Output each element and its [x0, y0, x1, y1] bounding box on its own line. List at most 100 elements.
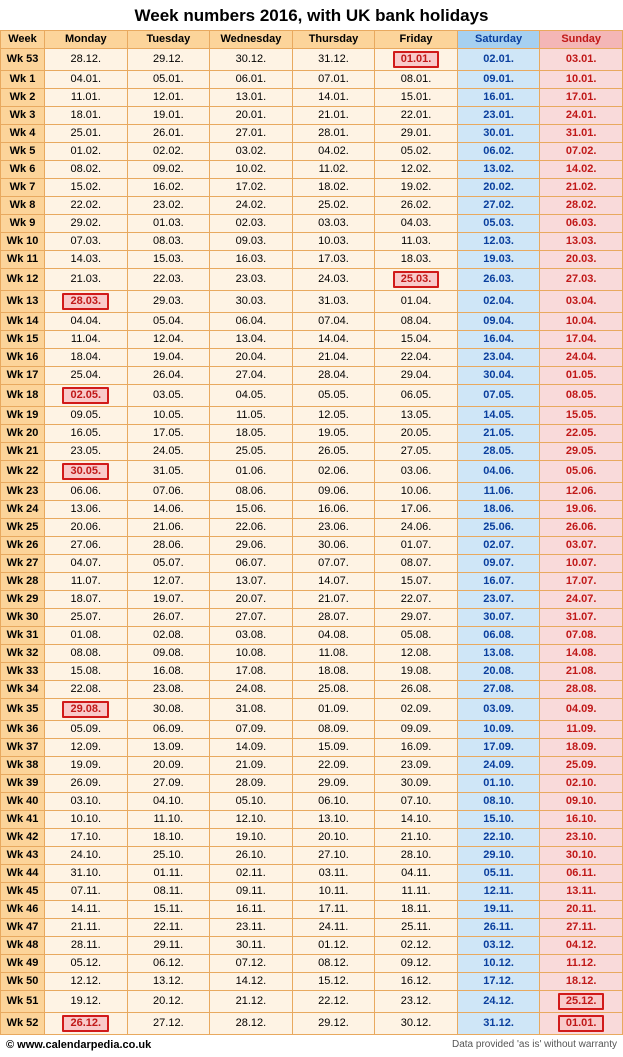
week-number-cell: Wk 42 [1, 829, 45, 847]
weekday-cell: 25.05. [210, 443, 293, 461]
weekday-cell: 28.06. [127, 537, 210, 555]
saturday-cell: 03.12. [457, 937, 540, 955]
weekday-cell: 24.06. [375, 519, 458, 537]
week-number-cell: Wk 26 [1, 537, 45, 555]
weekday-cell: 24.10. [45, 847, 128, 865]
saturday-cell: 11.06. [457, 483, 540, 501]
weekday-cell: 22.02. [45, 197, 128, 215]
holiday-badge: 30.05. [62, 463, 109, 480]
weekday-cell: 11.11. [375, 883, 458, 901]
weekday-cell: 14.06. [127, 501, 210, 519]
sunday-cell: 24.04. [540, 349, 623, 367]
weekday-cell: 15.04. [375, 331, 458, 349]
weekday-cell: 11.02. [292, 161, 375, 179]
week-number-cell: Wk 32 [1, 645, 45, 663]
weekday-cell: 20.12. [127, 991, 210, 1013]
weekday-cell: 15.08. [45, 663, 128, 681]
saturday-cell: 13.02. [457, 161, 540, 179]
sunday-cell: 17.04. [540, 331, 623, 349]
table-row: Wk 318.01.19.01.20.01.21.01.22.01.23.01.… [1, 107, 623, 125]
table-row: Wk 211.01.12.01.13.01.14.01.15.01.16.01.… [1, 89, 623, 107]
weekday-cell: 18.02. [292, 179, 375, 197]
holiday-badge: 28.03. [62, 293, 109, 310]
saturday-cell: 25.06. [457, 519, 540, 537]
weekday-cell: 10.11. [292, 883, 375, 901]
saturday-cell: 14.05. [457, 407, 540, 425]
weekday-cell: 02.12. [375, 937, 458, 955]
table-row: Wk 4721.11.22.11.23.11.24.11.25.11.26.11… [1, 919, 623, 937]
weekday-cell: 05.04. [127, 313, 210, 331]
week-number-cell: Wk 38 [1, 757, 45, 775]
table-row: Wk 4507.11.08.11.09.11.10.11.11.11.12.11… [1, 883, 623, 901]
weekday-cell: 18.08. [292, 663, 375, 681]
weekday-cell: 24.03. [292, 269, 375, 291]
weekday-cell: 01.08. [45, 627, 128, 645]
weekday-cell: 21.04. [292, 349, 375, 367]
weekday-cell: 06.04. [210, 313, 293, 331]
week-number-cell: Wk 16 [1, 349, 45, 367]
week-number-cell: Wk 8 [1, 197, 45, 215]
week-number-cell: Wk 48 [1, 937, 45, 955]
week-number-cell: Wk 13 [1, 291, 45, 313]
week-number-cell: Wk 9 [1, 215, 45, 233]
table-row: Wk 2918.07.19.07.20.07.21.07.22.07.23.07… [1, 591, 623, 609]
weekday-cell: 26.05. [292, 443, 375, 461]
sunday-cell: 18.09. [540, 739, 623, 757]
sunday-cell: 29.05. [540, 443, 623, 461]
weekday-cell: 30.05. [45, 461, 128, 483]
weekday-cell: 21.12. [210, 991, 293, 1013]
weekday-cell: 07.10. [375, 793, 458, 811]
weekday-cell: 20.07. [210, 591, 293, 609]
weekday-cell: 05.05. [292, 385, 375, 407]
saturday-cell: 06.02. [457, 143, 540, 161]
saturday-cell: 29.10. [457, 847, 540, 865]
weekday-cell: 18.01. [45, 107, 128, 125]
weekday-cell: 19.07. [127, 591, 210, 609]
week-number-cell: Wk 25 [1, 519, 45, 537]
weekday-cell: 14.04. [292, 331, 375, 349]
week-number-cell: Wk 17 [1, 367, 45, 385]
weekday-cell: 01.09. [292, 699, 375, 721]
weekday-cell: 25.03. [375, 269, 458, 291]
saturday-cell: 28.05. [457, 443, 540, 461]
weekday-cell: 31.03. [292, 291, 375, 313]
sunday-cell: 04.12. [540, 937, 623, 955]
week-number-cell: Wk 28 [1, 573, 45, 591]
sunday-cell: 10.04. [540, 313, 623, 331]
weekday-cell: 03.10. [45, 793, 128, 811]
table-row: Wk 2230.05.31.05.01.06.02.06.03.06.04.06… [1, 461, 623, 483]
weekday-cell: 12.02. [375, 161, 458, 179]
saturday-cell: 30.04. [457, 367, 540, 385]
table-row: Wk 1725.04.26.04.27.04.28.04.29.04.30.04… [1, 367, 623, 385]
weekday-cell: 05.01. [127, 71, 210, 89]
saturday-cell: 23.01. [457, 107, 540, 125]
holiday-badge: 29.08. [62, 701, 109, 718]
weekday-cell: 15.07. [375, 573, 458, 591]
saturday-cell: 16.07. [457, 573, 540, 591]
sunday-cell: 25.09. [540, 757, 623, 775]
sunday-cell: 15.05. [540, 407, 623, 425]
sunday-cell: 04.09. [540, 699, 623, 721]
weekday-cell: 14.09. [210, 739, 293, 757]
weekday-cell: 19.12. [45, 991, 128, 1013]
weekday-cell: 07.06. [127, 483, 210, 501]
holiday-badge: 01.01. [393, 51, 440, 68]
weekday-cell: 05.10. [210, 793, 293, 811]
table-row: Wk 3819.09.20.09.21.09.22.09.23.09.24.09… [1, 757, 623, 775]
weekday-cell: 22.09. [292, 757, 375, 775]
weekday-cell: 08.02. [45, 161, 128, 179]
saturday-cell: 27.08. [457, 681, 540, 699]
weekday-cell: 29.01. [375, 125, 458, 143]
weekday-cell: 19.09. [45, 757, 128, 775]
saturday-cell: 17.12. [457, 973, 540, 991]
table-row: Wk 2520.06.21.06.22.06.23.06.24.06.25.06… [1, 519, 623, 537]
table-row: Wk 3208.08.09.08.10.08.11.08.12.08.13.08… [1, 645, 623, 663]
table-row: Wk 104.01.05.01.06.01.07.01.08.01.09.01.… [1, 71, 623, 89]
table-row: Wk 2627.06.28.06.29.06.30.06.01.07.02.07… [1, 537, 623, 555]
saturday-cell: 02.01. [457, 49, 540, 71]
weekday-cell: 22.08. [45, 681, 128, 699]
table-row: Wk 4431.10.01.11.02.11.03.11.04.11.05.11… [1, 865, 623, 883]
weekday-cell: 28.09. [210, 775, 293, 793]
weekday-cell: 08.07. [375, 555, 458, 573]
table-row: Wk 1909.05.10.05.11.05.12.05.13.05.14.05… [1, 407, 623, 425]
